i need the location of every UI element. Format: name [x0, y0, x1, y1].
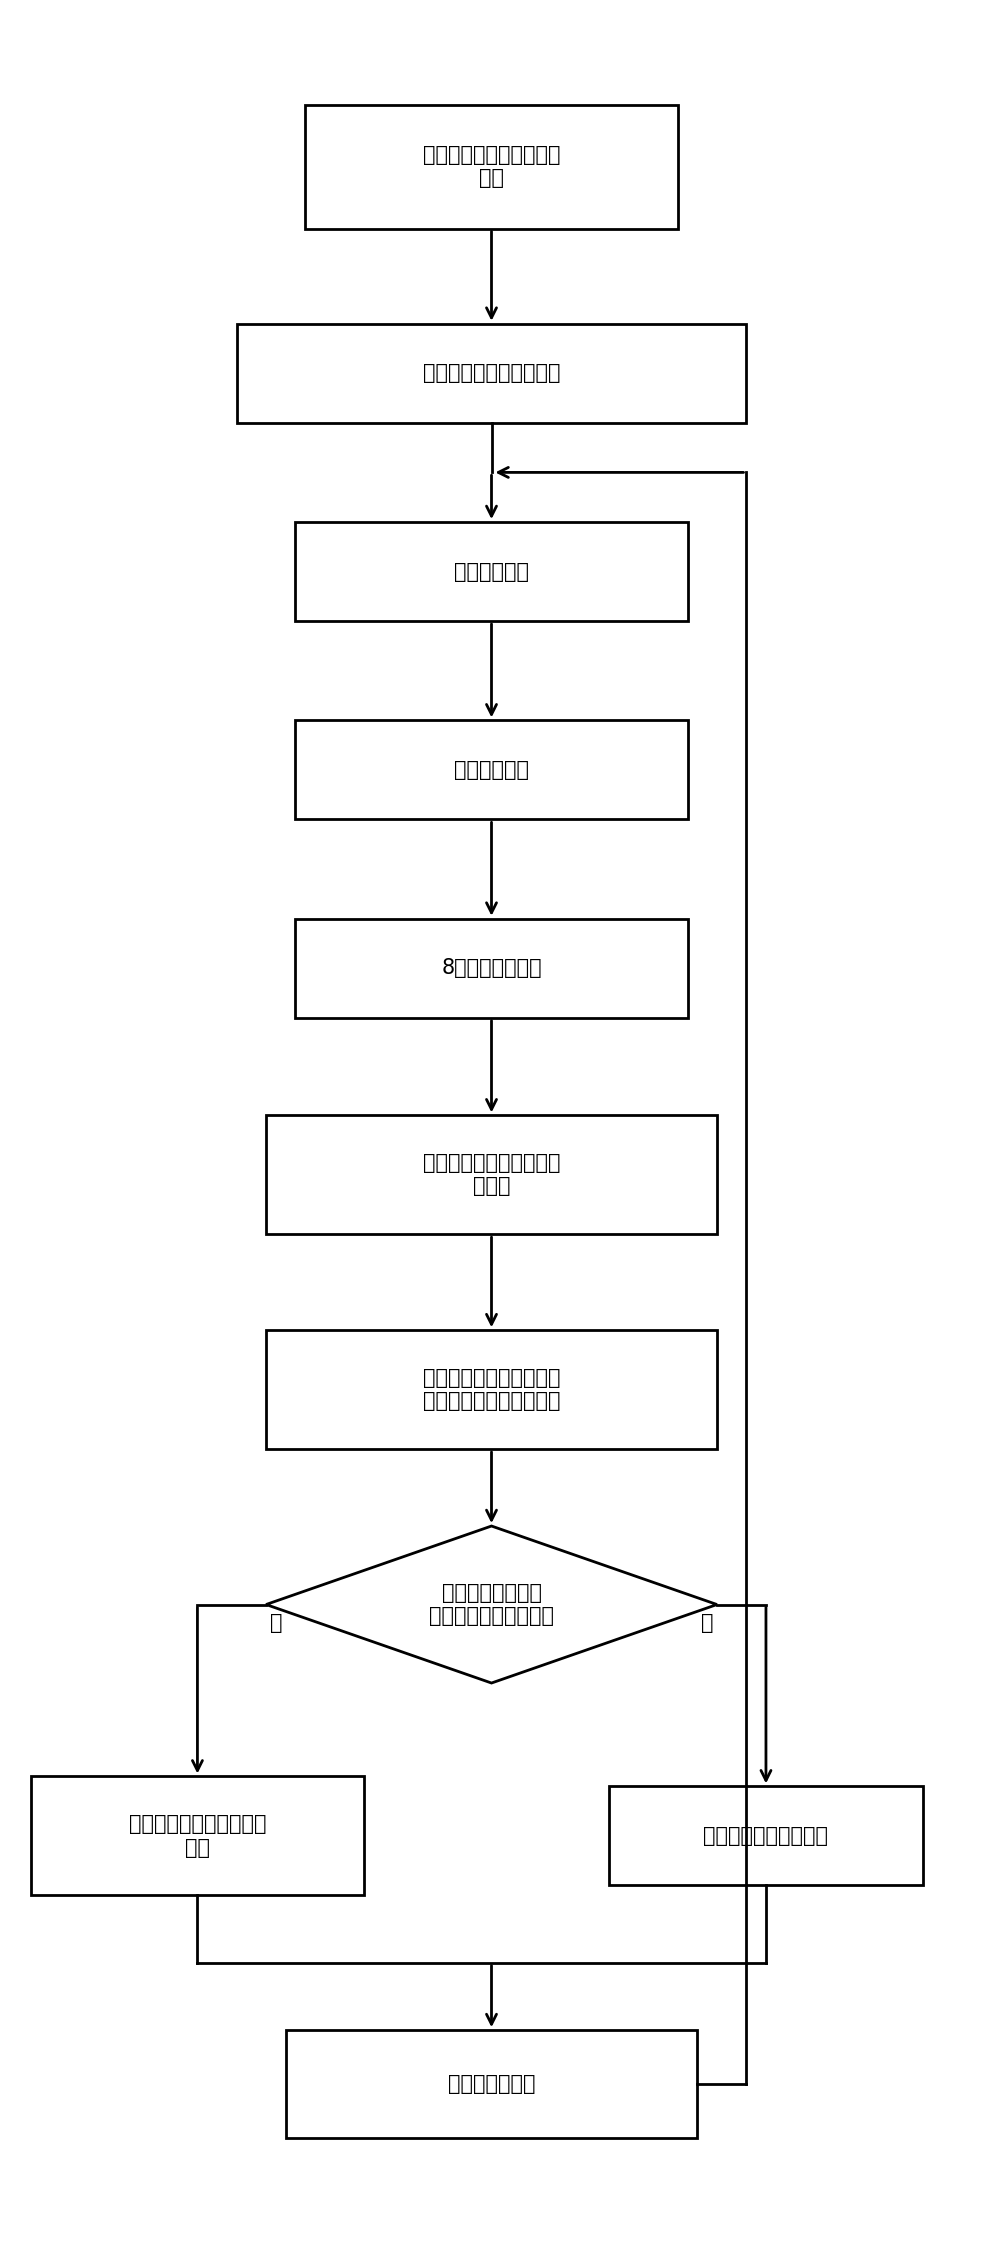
- FancyBboxPatch shape: [609, 1786, 923, 1886]
- FancyBboxPatch shape: [296, 918, 687, 1018]
- Text: 获取首帧和本帧红外图像: 获取首帧和本帧红外图像: [423, 363, 560, 383]
- Text: 疑似火焰区域: 疑似火焰区域: [454, 759, 529, 780]
- FancyBboxPatch shape: [296, 721, 687, 818]
- Text: 进行前一帧和本帧图像的
疑似火焰区域的目标匹配: 进行前一帧和本帧图像的 疑似火焰区域的目标匹配: [423, 1367, 560, 1412]
- FancyBboxPatch shape: [237, 324, 746, 424]
- Text: 红外摄像机采集红外视频
图像: 红外摄像机采集红外视频 图像: [423, 145, 560, 188]
- Polygon shape: [266, 1526, 717, 1682]
- FancyBboxPatch shape: [296, 521, 687, 621]
- FancyBboxPatch shape: [286, 2031, 697, 2138]
- Text: 否: 否: [701, 1612, 714, 1632]
- Text: 亮度阈值分割: 亮度阈值分割: [454, 562, 529, 583]
- Text: 本帧图像的目标是
否已经判定为火焰目标: 本帧图像的目标是 否已经判定为火焰目标: [429, 1582, 554, 1625]
- Text: 下一帧红外图像: 下一帧红外图像: [447, 2074, 536, 2095]
- Text: 是: 是: [269, 1612, 282, 1632]
- Text: 已判断为火焰目标的删除
判定: 已判断为火焰目标的删除 判定: [129, 1814, 266, 1857]
- FancyBboxPatch shape: [266, 1115, 717, 1233]
- Text: 疑似火焰区域各个疑似火
焰目标: 疑似火焰区域各个疑似火 焰目标: [423, 1154, 560, 1197]
- Text: 8邻域连通域标记: 8邻域连通域标记: [441, 959, 542, 979]
- FancyBboxPatch shape: [306, 104, 677, 229]
- FancyBboxPatch shape: [30, 1777, 364, 1895]
- FancyBboxPatch shape: [266, 1331, 717, 1449]
- Text: 对该目标进行火焰目标: 对该目标进行火焰目标: [704, 1825, 829, 1845]
